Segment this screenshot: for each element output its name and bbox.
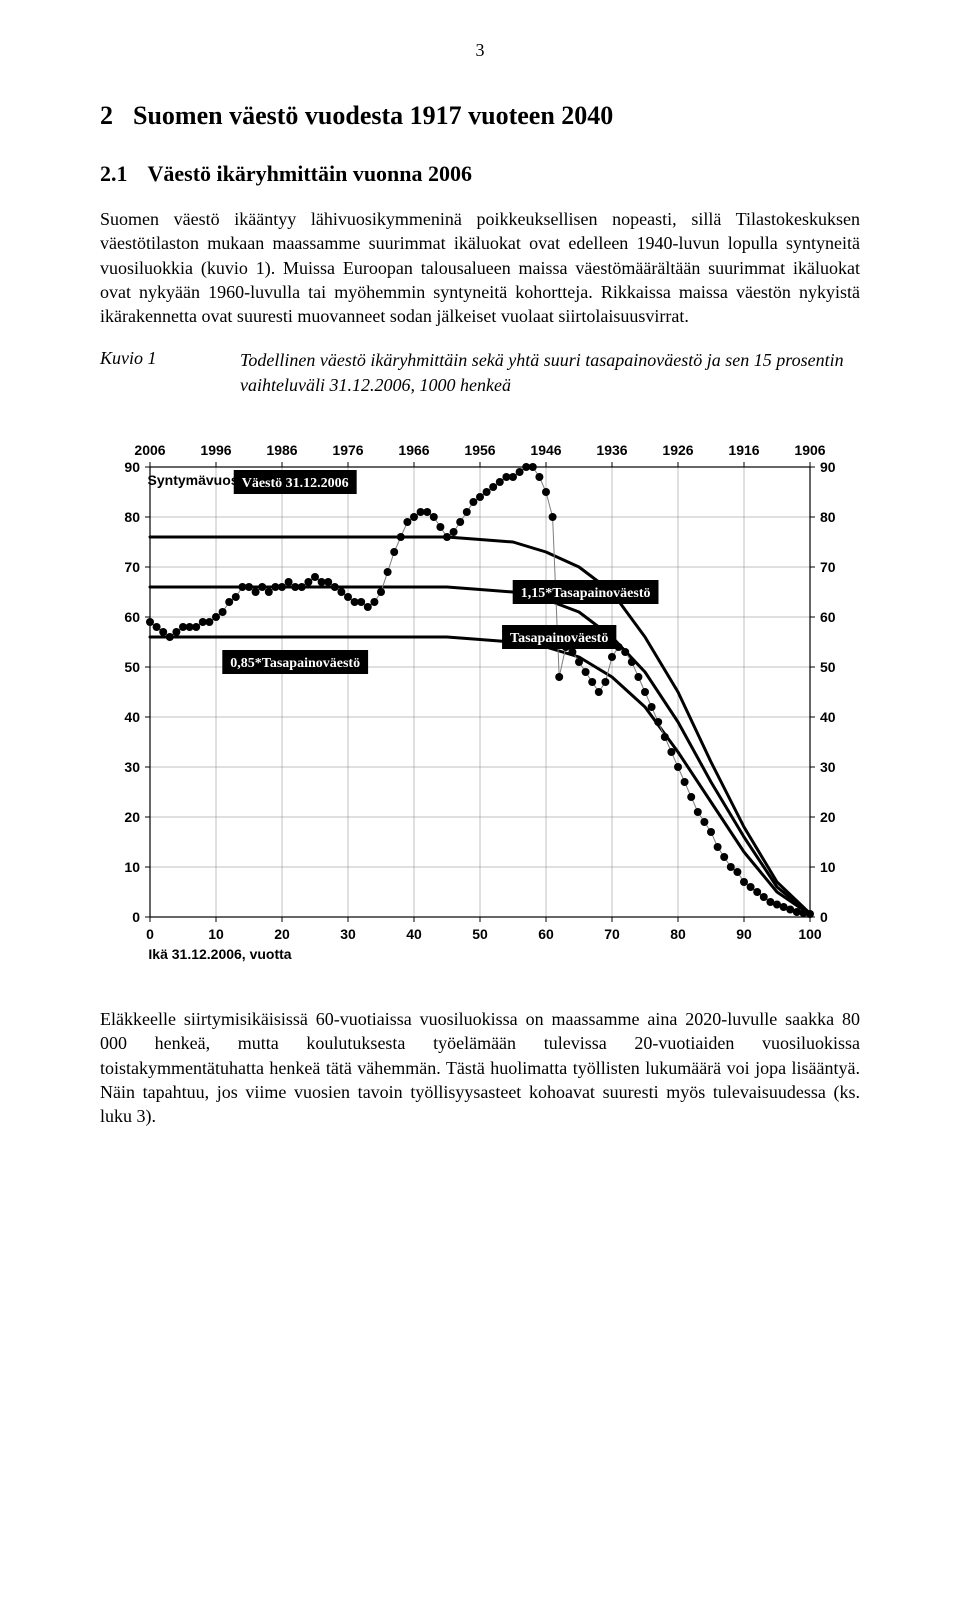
svg-text:1966: 1966 [398,442,429,458]
svg-text:Syntymävuosi: Syntymävuosi [148,472,243,488]
svg-text:70: 70 [124,559,140,575]
svg-text:0: 0 [132,909,140,925]
svg-text:30: 30 [820,759,836,775]
svg-text:10: 10 [208,926,224,942]
paragraph-1: Suomen väestö ikääntyy lähivuosikymmenin… [100,207,860,328]
svg-text:60: 60 [124,609,140,625]
svg-text:0,85*Tasapainoväestö: 0,85*Tasapainoväestö [230,656,360,671]
svg-text:80: 80 [670,926,686,942]
svg-text:20: 20 [124,809,140,825]
svg-text:40: 40 [406,926,422,942]
svg-text:1906: 1906 [794,442,825,458]
svg-text:1986: 1986 [266,442,297,458]
svg-text:1946: 1946 [530,442,561,458]
svg-text:50: 50 [124,659,140,675]
svg-text:50: 50 [472,926,488,942]
section-title: Suomen väestö vuodesta 1917 vuoteen 2040 [133,101,613,131]
svg-text:40: 40 [820,709,836,725]
svg-text:90: 90 [736,926,752,942]
svg-text:Väestö 31.12.2006: Väestö 31.12.2006 [242,476,349,491]
svg-text:1926: 1926 [662,442,693,458]
svg-text:2006: 2006 [134,442,165,458]
svg-text:70: 70 [820,559,836,575]
svg-text:1936: 1936 [596,442,627,458]
figure-label: Kuvio 1 [100,348,240,397]
chart-container: 0102030405060708090010203040506070809001… [100,417,860,977]
svg-text:20: 20 [274,926,290,942]
svg-text:1996: 1996 [200,442,231,458]
figure-caption: Todellinen väestö ikäryhmittäin sekä yht… [240,348,860,397]
svg-text:90: 90 [124,459,140,475]
page-number: 3 [100,40,860,61]
svg-text:Tasapainoväestö: Tasapainoväestö [510,631,608,646]
svg-text:80: 80 [820,509,836,525]
svg-text:80: 80 [124,509,140,525]
subsection-title: Väestö ikäryhmittäin vuonna 2006 [148,161,473,187]
svg-text:1,15*Tasapainoväestö: 1,15*Tasapainoväestö [521,586,651,601]
svg-text:1956: 1956 [464,442,495,458]
figure-caption-row: Kuvio 1 Todellinen väestö ikäryhmittäin … [100,348,860,397]
svg-text:1976: 1976 [332,442,363,458]
svg-text:30: 30 [124,759,140,775]
subsection-heading: 2.1 Väestö ikäryhmittäin vuonna 2006 [100,161,860,187]
svg-text:90: 90 [820,459,836,475]
section-heading: 2 Suomen väestö vuodesta 1917 vuoteen 20… [100,101,860,131]
svg-text:10: 10 [820,859,836,875]
svg-text:70: 70 [604,926,620,942]
svg-text:60: 60 [820,609,836,625]
svg-text:Ikä 31.12.2006, vuotta: Ikä 31.12.2006, vuotta [148,946,291,962]
svg-text:50: 50 [820,659,836,675]
svg-text:10: 10 [124,859,140,875]
svg-text:40: 40 [124,709,140,725]
svg-text:30: 30 [340,926,356,942]
section-number: 2 [100,101,113,131]
svg-text:0: 0 [820,909,828,925]
population-chart: 0102030405060708090010203040506070809001… [100,417,860,977]
svg-text:20: 20 [820,809,836,825]
svg-text:60: 60 [538,926,554,942]
svg-text:100: 100 [798,926,822,942]
svg-text:1916: 1916 [728,442,759,458]
paragraph-2: Eläkkeelle siirtymisikäisissä 60-vuotiai… [100,1007,860,1128]
subsection-number: 2.1 [100,161,128,187]
svg-text:0: 0 [146,926,154,942]
